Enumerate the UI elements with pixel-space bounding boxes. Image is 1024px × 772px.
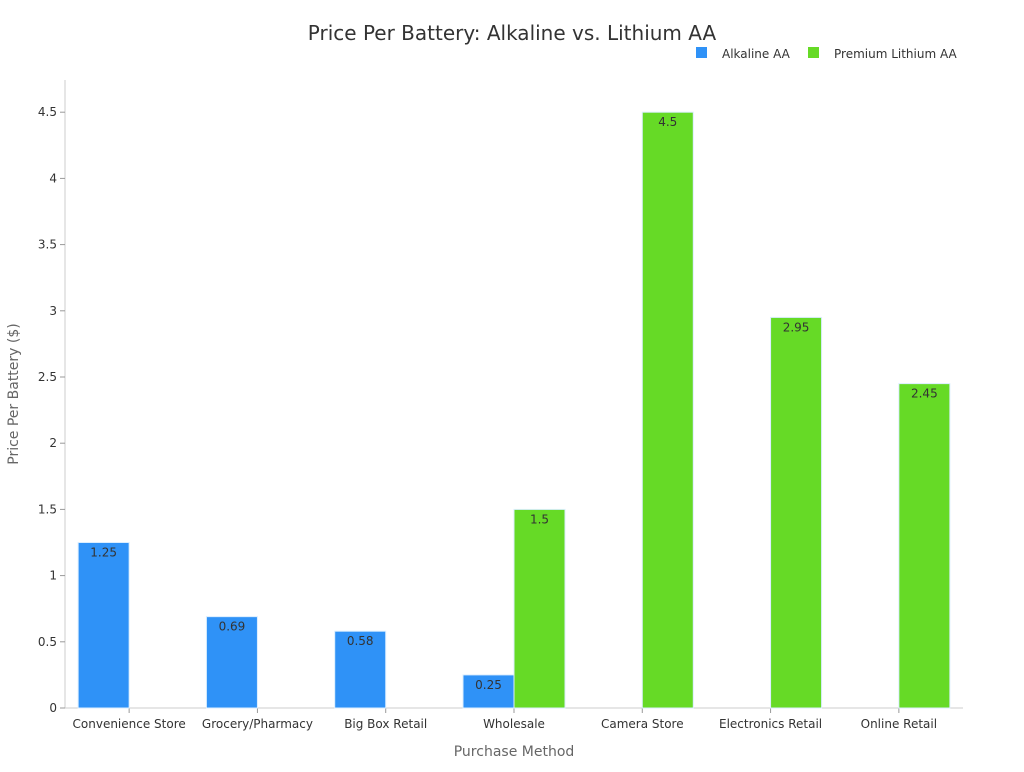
legend-label: Alkaline AA — [722, 47, 791, 61]
bar-lithium — [898, 383, 951, 709]
y-tick-label: 1 — [49, 569, 57, 583]
bar-alkaline — [462, 674, 515, 709]
bar-lithium — [641, 111, 694, 709]
bar-lithium — [513, 508, 566, 709]
data-label: 2.45 — [911, 387, 938, 401]
y-tick-label: 2 — [49, 436, 57, 450]
y-tick-label: 4 — [49, 171, 57, 185]
data-label: 2.95 — [783, 320, 810, 334]
legend-label: Premium Lithium AA — [834, 47, 958, 61]
x-tick-label: Grocery/Pharmacy — [202, 717, 313, 731]
data-label: 1.5 — [530, 512, 549, 526]
data-label: 4.5 — [658, 115, 677, 129]
x-tick-label: Camera Store — [601, 717, 684, 731]
data-label: 0.58 — [347, 634, 374, 648]
x-tick-label: Electronics Retail — [719, 717, 822, 731]
data-label: 1.25 — [90, 546, 117, 560]
x-tick-label: Wholesale — [483, 717, 545, 731]
y-tick-label: 3 — [49, 304, 57, 318]
y-tick-label: 1.5 — [38, 502, 57, 516]
x-tick-label: Online Retail — [861, 717, 937, 731]
y-tick-label: 4.5 — [38, 105, 57, 119]
bar-alkaline — [334, 630, 387, 709]
data-label: 0.69 — [219, 620, 246, 634]
chart-title: Price Per Battery: Alkaline vs. Lithium … — [308, 21, 717, 45]
legend: Alkaline AA Premium Lithium AA — [696, 47, 958, 61]
bar-lithium — [770, 316, 823, 709]
bar-alkaline — [205, 616, 258, 709]
legend-swatch — [808, 47, 819, 58]
bar-alkaline — [77, 542, 130, 709]
x-tick-label: Convenience Store — [73, 717, 186, 731]
legend-swatch — [696, 47, 707, 58]
y-axis-label: Price Per Battery ($) — [6, 323, 22, 464]
x-axis-label: Purchase Method — [454, 744, 575, 760]
y-tick-label: 0 — [49, 701, 57, 715]
y-tick-label: 2.5 — [38, 370, 57, 384]
x-tick-label: Big Box Retail — [344, 717, 427, 731]
y-tick-label: 0.5 — [38, 635, 57, 649]
y-tick-label: 3.5 — [38, 238, 57, 252]
data-label: 0.25 — [475, 678, 502, 692]
